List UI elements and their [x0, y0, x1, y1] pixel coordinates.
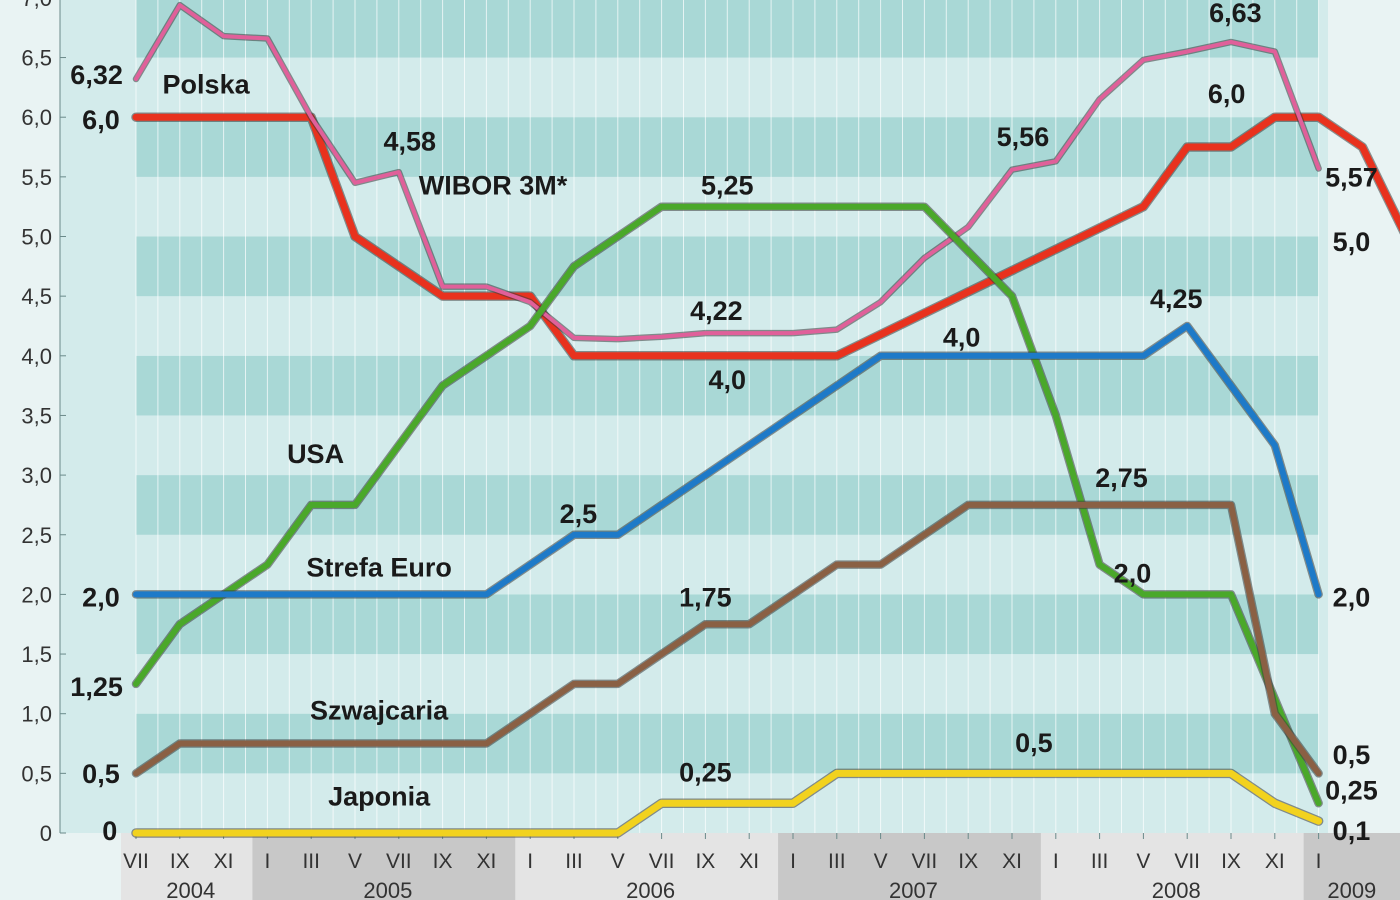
data-value-label: 6,0 [1208, 79, 1246, 109]
y-tick-label: 4,0 [21, 344, 52, 369]
y-tick-label: 3,5 [21, 403, 52, 428]
data-value-label: 4,0 [943, 322, 981, 352]
series-name-label: WIBOR 3M* [419, 171, 568, 201]
y-tick-label: 5,0 [21, 225, 52, 250]
chart-series [131, 1, 1400, 838]
series-line [134, 3, 1321, 342]
x-tick-label: VII [649, 850, 675, 873]
series-line [132, 113, 1400, 360]
series-name-label: Polska [163, 69, 251, 99]
x-tick-label: V [348, 850, 362, 873]
x-tick-label: XI [739, 850, 759, 873]
y-tick-label: 3,0 [21, 463, 52, 488]
y-tick-label: 1,5 [21, 642, 52, 667]
data-value-label: 6,63 [1209, 0, 1262, 28]
x-tick-label: VII [123, 850, 149, 873]
series-line [132, 769, 1323, 837]
series-name-label: Strefa Euro [306, 553, 452, 583]
data-value-label: 1,25 [70, 672, 123, 702]
data-value-label: 4,22 [690, 296, 743, 326]
year-band [252, 833, 524, 900]
data-value-label: 0,25 [679, 758, 732, 788]
x-tick-label: III [302, 850, 320, 873]
x-tick-label: I [527, 850, 533, 873]
data-value-label: 5,56 [997, 122, 1050, 152]
data-value-label: 5,25 [701, 171, 754, 201]
x-tick-label: XI [1265, 850, 1285, 873]
x-tick-label: XI [1002, 850, 1022, 873]
chart-axes: 0 0,5 1,0 1,5 2,0 2,5 3,0 3,5 4,0 4,5 5,0 5,5 6,0 6,5… [21, 0, 1400, 900]
year-label: 2004 [166, 878, 215, 900]
year-label: 2007 [889, 878, 938, 900]
x-tick-label: VII [912, 850, 938, 873]
year-band [515, 833, 787, 900]
x-tick-label: XI [214, 850, 234, 873]
data-value-label: 0,5 [1015, 728, 1053, 758]
data-value-label: 2,0 [1114, 558, 1152, 588]
chart-grid [135, 0, 1320, 833]
x-tick-label: IX [958, 850, 978, 873]
data-value-label: 0 [102, 816, 117, 846]
data-value-label: 2,0 [1333, 582, 1371, 612]
y-tick-label: 0,5 [21, 761, 52, 786]
x-tick-label: III [1091, 850, 1109, 873]
x-tick-label: IX [433, 850, 453, 873]
data-value-label: 5,57 [1325, 162, 1378, 192]
x-tick-label: IX [170, 850, 190, 873]
y-tick-label: 4,5 [21, 284, 52, 309]
y-tick-label: 7,0 [21, 0, 52, 11]
data-value-label: 0,5 [1333, 740, 1371, 770]
data-value-label: 2,75 [1095, 463, 1148, 493]
year-label: 2008 [1152, 878, 1201, 900]
data-value-label: 0,5 [82, 759, 120, 789]
data-value-label: 4,25 [1150, 284, 1203, 314]
x-tick-label: V [611, 850, 625, 873]
data-value-label: 2,0 [82, 582, 120, 612]
data-value-label: 5,0 [1333, 227, 1371, 257]
x-tick-label: I [1053, 850, 1059, 873]
x-tick-label: XI [476, 850, 496, 873]
x-tick-label: IX [695, 850, 715, 873]
data-value-label: 0,1 [1333, 816, 1371, 846]
chart-labels: Polska WIBOR 3M* USA Strefa Euro Szwajcaria J… [70, 0, 1377, 846]
series-line [133, 203, 1322, 807]
y-tick-label: 2,0 [21, 582, 52, 607]
x-tick-label: I [790, 850, 796, 873]
data-value-label: 4,58 [383, 127, 436, 157]
x-tick-label: VII [386, 850, 412, 873]
y-tick-label: 5,5 [21, 165, 52, 190]
data-value-label: 6,0 [82, 105, 120, 135]
year-label: 2005 [363, 878, 412, 900]
x-tick-label: IX [1221, 850, 1241, 873]
y-tick-label: 1,0 [21, 702, 52, 727]
data-value-label: 4,0 [709, 365, 747, 395]
data-value-label: 6,32 [70, 60, 123, 90]
year-band [121, 833, 261, 900]
series-line [133, 323, 1322, 598]
y-tick-label: 0 [40, 821, 52, 846]
x-tick-label: VII [1174, 850, 1200, 873]
year-label: 2009 [1327, 878, 1376, 900]
x-tick-label: I [1316, 850, 1322, 873]
x-tick-label: I [264, 850, 270, 873]
y-tick-label: 2,5 [21, 523, 52, 548]
x-tick-label: V [874, 850, 888, 873]
year-label: 2006 [626, 878, 675, 900]
year-band [1040, 833, 1312, 900]
x-tick-label: III [565, 850, 583, 873]
data-value-label: 2,5 [560, 499, 598, 529]
x-tick-label: III [828, 850, 846, 873]
x-tick-label: V [1136, 850, 1150, 873]
y-tick-label: 6,5 [21, 46, 52, 71]
series-line [133, 501, 1322, 777]
series-name-label: Japonia [328, 782, 431, 812]
series-name-label: USA [287, 439, 344, 469]
year-band [778, 833, 1049, 900]
year-band [1303, 833, 1400, 900]
series-name-label: Szwajcaria [310, 696, 449, 726]
data-value-label: 1,75 [679, 582, 732, 612]
y-tick-label: 6,0 [21, 105, 52, 130]
data-value-label: 0,25 [1325, 776, 1378, 806]
